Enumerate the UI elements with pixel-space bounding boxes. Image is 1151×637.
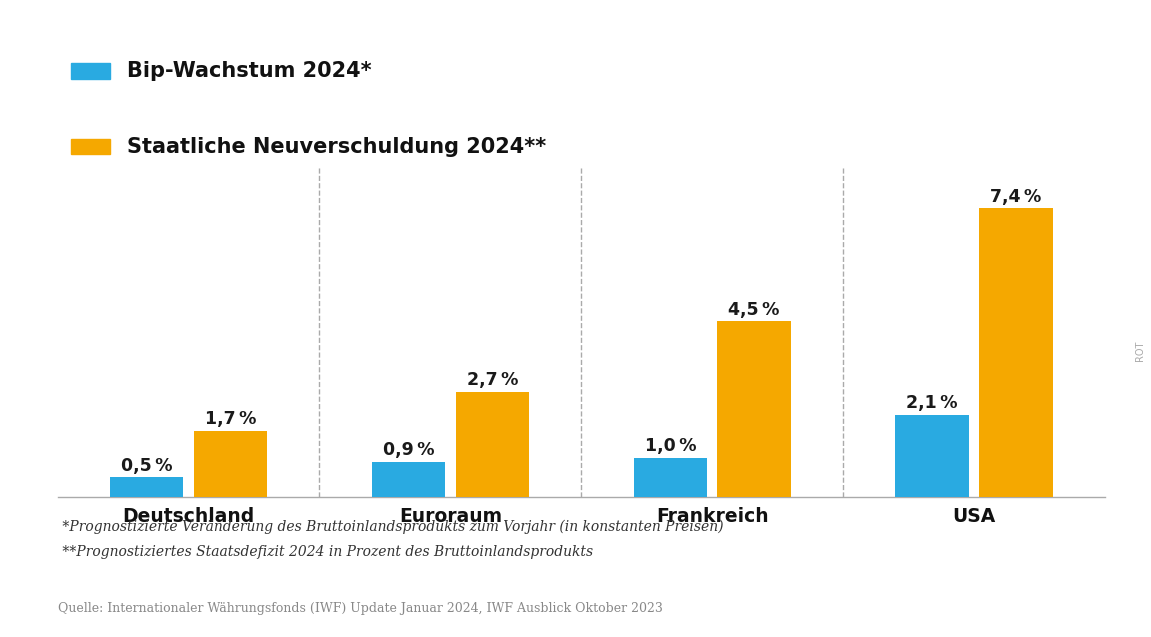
Text: 2,7 %: 2,7 % xyxy=(466,371,518,389)
Text: *Prognostizierte Veränderung des Bruttoinlandsprodukts zum Vorjahr (in konstante: *Prognostizierte Veränderung des Bruttoi… xyxy=(58,519,723,534)
FancyBboxPatch shape xyxy=(71,139,110,154)
Text: 4,5 %: 4,5 % xyxy=(729,301,779,318)
Bar xyxy=(110,477,183,497)
Text: 2,1 %: 2,1 % xyxy=(906,394,958,412)
Text: Quelle: Internationaler Währungsfonds (IWF) Update Januar 2024, IWF Ausblick Okt: Quelle: Internationaler Währungsfonds (I… xyxy=(58,602,663,615)
Bar xyxy=(193,431,267,497)
FancyBboxPatch shape xyxy=(71,63,110,79)
Text: Bip-Wachstum 2024*: Bip-Wachstum 2024* xyxy=(128,61,372,81)
Bar xyxy=(980,208,1052,497)
Bar xyxy=(895,415,969,497)
Bar xyxy=(633,458,707,497)
Text: 0,9 %: 0,9 % xyxy=(382,441,434,459)
Text: ROT: ROT xyxy=(1135,340,1145,361)
Text: 1,0 %: 1,0 % xyxy=(645,437,696,455)
Text: Staatliche Neuverschuldung 2024**: Staatliche Neuverschuldung 2024** xyxy=(128,136,547,157)
Text: 0,5 %: 0,5 % xyxy=(121,457,173,475)
Text: 1,7 %: 1,7 % xyxy=(205,410,256,428)
Bar xyxy=(717,322,791,497)
Text: **Prognostiziertes Staatsdefizit 2024 in Prozent des Bruttoinlandsprodukts: **Prognostiziertes Staatsdefizit 2024 in… xyxy=(58,545,593,559)
Bar xyxy=(372,462,445,497)
Bar xyxy=(456,392,529,497)
Text: 7,4 %: 7,4 % xyxy=(990,188,1042,206)
